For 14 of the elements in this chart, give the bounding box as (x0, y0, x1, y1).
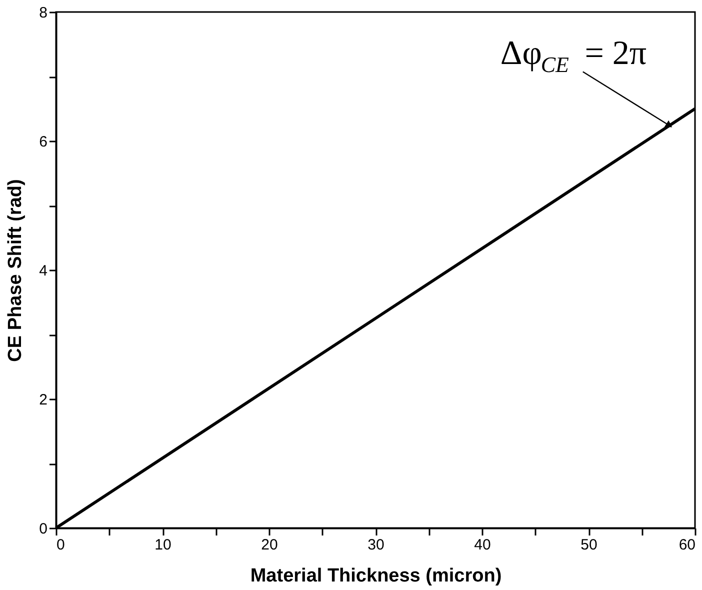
y-tick-label: 6 (39, 134, 48, 150)
x-tick-label: 10 (154, 536, 172, 554)
y-axis-title: CE Phase Shift (rad) (5, 179, 26, 362)
x-tick-label: 60 (678, 536, 696, 554)
y-tick-label: 4 (39, 262, 48, 280)
x-tick-label: 30 (368, 536, 384, 554)
x-tick-label: 50 (580, 536, 598, 554)
y-tick-label: 8 (39, 4, 48, 22)
x-axis-title: Material Thickness (micron) (250, 566, 502, 586)
y-tick-label: 2 (39, 392, 48, 408)
y-tick-label: 0 (39, 520, 48, 538)
x-tick-label: 20 (261, 536, 278, 554)
x-tick-label: 40 (474, 536, 491, 554)
x-tick-label: 0 (56, 536, 65, 554)
